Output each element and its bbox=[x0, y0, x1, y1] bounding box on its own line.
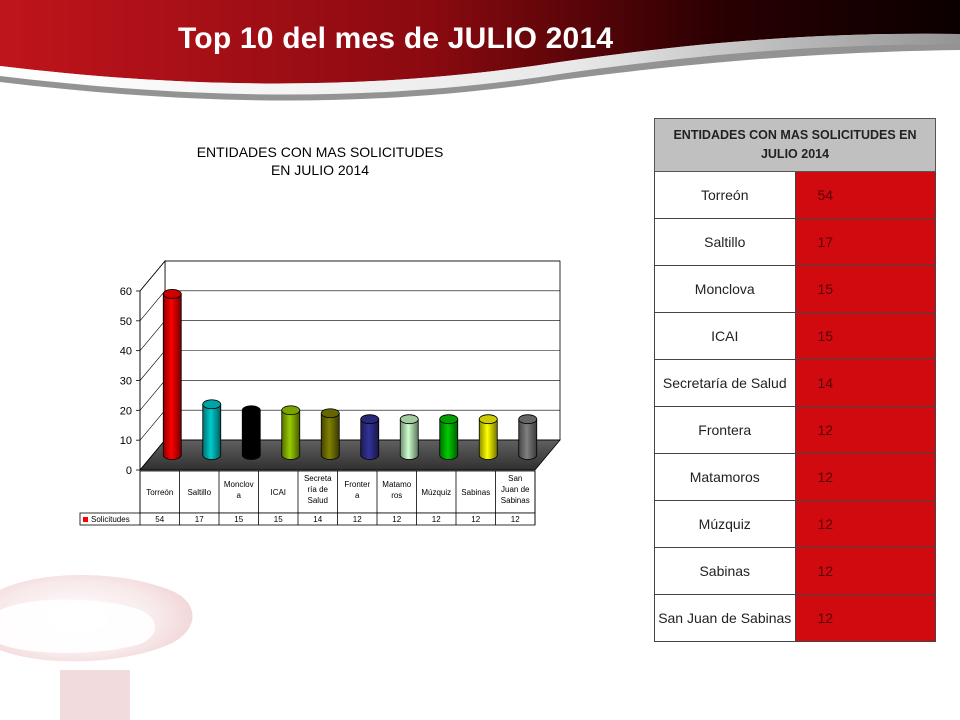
x-tick-label: Sabinas bbox=[501, 496, 530, 505]
header-band bbox=[0, 0, 960, 101]
table-cell-entity: San Juan de Sabinas bbox=[654, 594, 796, 642]
table-cell-entity: Saltillo bbox=[654, 218, 796, 266]
x-tick-label: Secreta bbox=[304, 474, 332, 483]
table-row: Matamoros 12 bbox=[654, 453, 936, 501]
table-header-row: ENTIDADES CON MAS SOLICITUDES EN JULIO 2… bbox=[654, 118, 936, 172]
table-cell-entity: Monclova bbox=[654, 265, 796, 313]
data-label: 12 bbox=[471, 515, 480, 524]
bar bbox=[162, 288, 182, 460]
x-tick-label: Torreón bbox=[146, 488, 173, 497]
table-cell-entity: Frontera bbox=[654, 406, 796, 454]
x-tick-label: Salud bbox=[308, 496, 328, 505]
y-tick-label: 0 bbox=[126, 465, 132, 477]
data-label: 54 bbox=[155, 515, 164, 524]
chart-title: ENTIDADES CON MAS SOLICITUDES bbox=[197, 144, 444, 160]
bar bbox=[202, 399, 222, 460]
data-label: 15 bbox=[274, 515, 283, 524]
table-cell-value: 15 bbox=[794, 312, 936, 360]
bars bbox=[162, 288, 538, 460]
x-tick-label: ICAI bbox=[270, 488, 286, 497]
entities-table: ENTIDADES CON MAS SOLICITUDES EN JULIO 2… bbox=[654, 118, 936, 642]
x-tick-label: Fronter bbox=[344, 480, 370, 489]
table-row: Monclova 15 bbox=[654, 265, 936, 313]
table-cell-entity: Sabinas bbox=[654, 547, 796, 595]
bar bbox=[281, 405, 301, 460]
table-cell-value: 12 bbox=[794, 406, 936, 454]
x-tick-label: a bbox=[355, 491, 360, 500]
y-tick-label: 60 bbox=[120, 286, 132, 298]
bar bbox=[439, 414, 459, 460]
x-tick-label: Matamo bbox=[382, 480, 411, 489]
table-cell-entity: Múzquiz bbox=[654, 500, 796, 548]
data-label: 12 bbox=[432, 515, 441, 524]
table-row: Secretaría de Salud 14 bbox=[654, 359, 936, 407]
table-cell-value: 12 bbox=[794, 547, 936, 595]
data-label: 12 bbox=[353, 515, 362, 524]
x-tick-label: a bbox=[237, 491, 242, 500]
x-tick-label: Monclov bbox=[224, 480, 254, 489]
legend-key bbox=[83, 517, 88, 522]
table-cell-value: 12 bbox=[794, 500, 936, 548]
table-cell-entity: ICAI bbox=[654, 312, 796, 360]
gridline bbox=[139, 260, 560, 292]
y-tick-label: 40 bbox=[120, 346, 132, 358]
x-tick-label: Sabinas bbox=[461, 488, 490, 497]
bar bbox=[399, 414, 419, 460]
data-label: 15 bbox=[234, 515, 243, 524]
table-row: San Juan de Sabinas 12 bbox=[654, 594, 936, 642]
y-axis: 0 10 20 30 40 50 60 bbox=[120, 286, 141, 477]
chart-data-table: Solicitudes Torreón 54 Saltillo 17 Monclov a 15… bbox=[79, 470, 536, 526]
x-tick-label: Múzquiz bbox=[421, 488, 451, 497]
table-header: ENTIDADES CON MAS SOLICITUDES EN JULIO 2… bbox=[654, 118, 936, 172]
table-row: Torreón 54 bbox=[654, 171, 936, 219]
chart-title-line2: EN JULIO 2014 bbox=[271, 162, 369, 178]
bar bbox=[320, 408, 340, 460]
x-tick-label: ros bbox=[391, 491, 402, 500]
x-tick-label: Juan de bbox=[501, 485, 530, 494]
table-row: Frontera 12 bbox=[654, 406, 936, 454]
table-cell-entity: Secretaría de Salud bbox=[654, 359, 796, 407]
bar bbox=[360, 414, 380, 460]
table-cell-value: 12 bbox=[794, 594, 936, 642]
table-body: Torreón 54 Saltillo 17 Monclova 15 ICAI 15 Secre… bbox=[654, 171, 936, 642]
x-tick-label: Saltillo bbox=[187, 488, 211, 497]
y-tick-label: 10 bbox=[120, 435, 132, 447]
data-label: 17 bbox=[195, 515, 204, 524]
y-tick-label: 50 bbox=[120, 316, 132, 328]
data-label: 14 bbox=[313, 515, 322, 524]
table-cell-value: 14 bbox=[794, 359, 936, 407]
table-row: ICAI 15 bbox=[654, 312, 936, 360]
table-cell-entity: Matamoros bbox=[654, 453, 796, 501]
x-tick-label: San bbox=[508, 474, 522, 483]
data-label: 12 bbox=[511, 515, 520, 524]
bar bbox=[241, 405, 261, 460]
background-logo-decoration bbox=[0, 575, 193, 720]
slide-title: Top 10 del mes de JULIO 2014 bbox=[178, 22, 614, 55]
bar bbox=[478, 414, 498, 460]
x-tick-label: ría de bbox=[308, 485, 329, 494]
legend-label: Solicitudes bbox=[91, 515, 130, 524]
table-row: Sabinas 12 bbox=[654, 547, 936, 595]
table-row: Múzquiz 12 bbox=[654, 500, 936, 548]
data-label: 12 bbox=[392, 515, 401, 524]
table-cell-entity: Torreón bbox=[654, 171, 796, 219]
y-tick-label: 20 bbox=[120, 405, 132, 417]
table-cell-value: 15 bbox=[794, 265, 936, 313]
table-row: Saltillo 17 bbox=[654, 218, 936, 266]
table-cell-value: 54 bbox=[794, 171, 936, 219]
y-tick-label: 30 bbox=[120, 376, 132, 388]
table-cell-value: 17 bbox=[794, 218, 936, 266]
table-cell-value: 12 bbox=[794, 453, 936, 501]
bar bbox=[518, 414, 538, 460]
